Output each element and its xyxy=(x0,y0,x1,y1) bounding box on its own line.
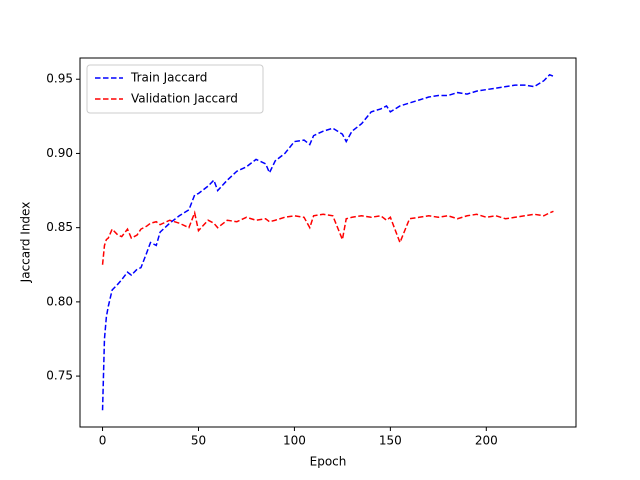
plot-frame xyxy=(79,57,577,428)
y-tick-label: 0.85 xyxy=(46,220,73,234)
y-tick-label: 0.80 xyxy=(46,294,73,308)
x-axis-label: Epoch xyxy=(310,455,347,469)
y-tick-label: 0.90 xyxy=(46,146,73,160)
legend-label: Validation Jaccard xyxy=(131,92,238,106)
x-tick-label: 100 xyxy=(283,434,306,448)
x-tick-label: 200 xyxy=(475,434,498,448)
x-tick-label: 0 xyxy=(99,434,107,448)
y-tick-label: 0.75 xyxy=(46,369,73,383)
legend-label: Train Jaccard xyxy=(130,71,207,85)
y-axis-label: Jaccard Index xyxy=(19,202,33,284)
legend-box xyxy=(86,64,264,114)
x-tick-label: 50 xyxy=(191,434,206,448)
data-line xyxy=(101,73,554,411)
y-tick-label: 0.95 xyxy=(46,72,73,86)
data-line xyxy=(101,210,554,265)
x-tick-label: 150 xyxy=(379,434,402,448)
